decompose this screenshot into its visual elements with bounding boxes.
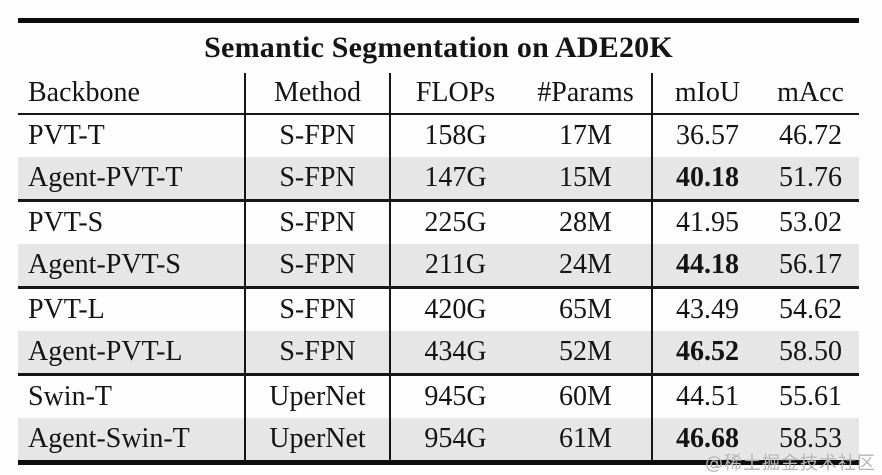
table-body: PVT-T S-FPN 158G 17M 36.57 46.72 Agent-P… — [18, 114, 860, 463]
cell-params: 65M — [520, 286, 652, 331]
cell-params: 17M — [559, 120, 612, 151]
cell-params: 24M — [520, 244, 652, 288]
cell-method: S-FPN — [244, 199, 390, 244]
column-header-miou: mIoU — [651, 73, 762, 115]
cell-backbone: Agent-PVT-S — [18, 244, 245, 288]
cell-method: S-FPN — [244, 114, 390, 157]
cell-miou: 40.18 — [651, 157, 762, 201]
cell-method: S-FPN — [244, 286, 390, 331]
cell-miou: 46.52 — [651, 331, 762, 375]
cell-macc: 55.61 — [762, 373, 860, 418]
cell-flops: 954G — [389, 418, 520, 463]
cell-miou: 36.57 — [651, 114, 762, 157]
cell-flops: 434G — [389, 331, 520, 375]
cell-method: UperNet — [244, 373, 390, 418]
cell-macc: 58.50 — [762, 331, 860, 375]
cell-params: 61M — [520, 418, 652, 463]
table-row: Agent-PVT-S S-FPN 211G 24M 44.18 56.17 — [18, 244, 860, 288]
table-header-row: Backbone Method FLOPs #Params mIoU mAcc — [18, 73, 860, 115]
cell-flops: 945G — [389, 373, 520, 418]
cell-macc: 51.76 — [762, 157, 860, 201]
table-title-row: Semantic Segmentation on ADE20K — [18, 21, 859, 74]
table-row: Agent-PVT-T S-FPN 147G 15M 40.18 51.76 — [18, 157, 860, 201]
cell-miou: 44.51 — [651, 373, 762, 418]
cell-params: 15M — [520, 157, 652, 201]
cell-flops: 158G — [389, 114, 520, 157]
column-header-backbone: Backbone — [18, 73, 245, 115]
cell-backbone: PVT-S — [18, 199, 245, 244]
cell-flops: 420G — [389, 286, 520, 331]
cell-method: UperNet — [244, 418, 390, 463]
table-row: PVT-L S-FPN 420G 65M 43.49 54.62 — [18, 286, 860, 331]
column-header-params: #Params — [520, 73, 652, 115]
column-header-method: Method — [244, 73, 390, 115]
cell-backbone: PVT-L — [18, 286, 245, 331]
cell-flops: 211G — [389, 244, 520, 288]
cell-params: 60M — [520, 373, 652, 418]
cell-miou: 41.95 — [651, 199, 762, 244]
cell-miou: 43.49 — [651, 286, 762, 331]
cell-backbone: Swin-T — [18, 373, 245, 418]
table-row: Swin-T UperNet 945G 60M 44.51 55.61 — [18, 373, 860, 418]
cell-backbone: Agent-Swin-T — [18, 418, 245, 463]
column-header-flops: FLOPs — [389, 73, 520, 115]
cell-backbone: Agent-PVT-L — [18, 331, 245, 375]
semantic-segmentation-table: Semantic Segmentation on ADE20K Backbone… — [18, 18, 860, 465]
cell-macc: 58.53 — [762, 418, 860, 463]
cell-macc: 46.72 — [779, 120, 843, 151]
cell-macc: 54.62 — [762, 286, 860, 331]
cell-backbone: Agent-PVT-T — [18, 157, 245, 201]
cell-params: 52M — [520, 331, 652, 375]
cell-method: S-FPN — [244, 331, 390, 375]
table-row: PVT-T S-FPN 158G 17M 36.57 46.72 — [18, 114, 859, 157]
table-row: Agent-PVT-L S-FPN 434G 52M 46.52 58.50 — [18, 331, 860, 375]
cell-macc: 56.17 — [762, 244, 860, 288]
cell-macc: 53.02 — [762, 199, 860, 244]
watermark: @稀土掘金技术社区 — [705, 453, 876, 474]
cell-flops: 225G — [389, 199, 520, 244]
cell-backbone: PVT-T — [28, 120, 105, 151]
column-header-macc: mAcc — [762, 73, 860, 115]
cell-method: S-FPN — [244, 244, 390, 288]
cell-method: S-FPN — [244, 157, 390, 201]
table-title: Semantic Segmentation on ADE20K — [204, 31, 673, 64]
table-row: Agent-Swin-T UperNet 954G 61M 46.68 58.5… — [18, 418, 860, 463]
table-row: PVT-S S-FPN 225G 28M 41.95 53.02 — [18, 199, 860, 244]
cell-params: 28M — [520, 199, 652, 244]
cell-miou: 44.18 — [651, 244, 762, 288]
cell-miou: 46.68 — [651, 418, 762, 463]
cell-flops: 147G — [389, 157, 520, 201]
